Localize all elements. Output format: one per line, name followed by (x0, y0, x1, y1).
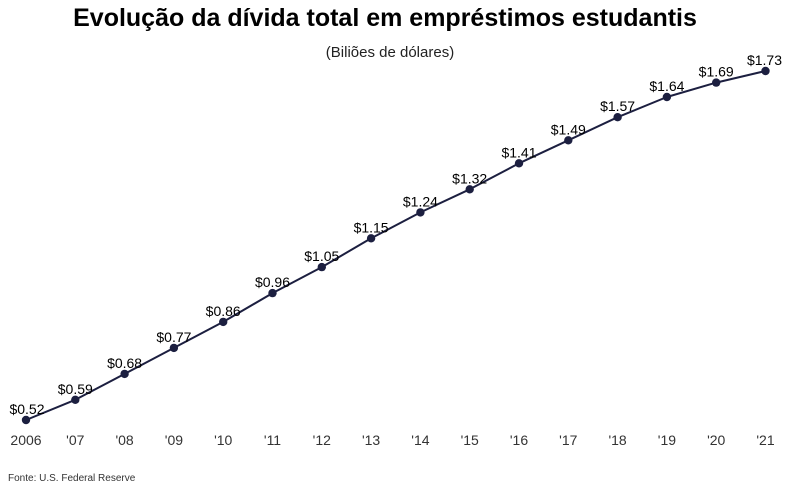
x-tick-label: '12 (313, 432, 331, 448)
data-label: $1.24 (403, 193, 438, 209)
x-tick-label: '07 (66, 432, 84, 448)
x-tick-label: 2006 (10, 432, 41, 448)
x-tick-label: '14 (411, 432, 429, 448)
x-tick-label: '18 (608, 432, 626, 448)
x-tick-label: '19 (658, 432, 676, 448)
x-tick-label: '11 (264, 432, 281, 448)
chart-title: Evolução da dívida total em empréstimos … (73, 4, 697, 32)
data-point (366, 234, 376, 243)
data-point (21, 415, 31, 425)
data-label: $0.52 (9, 401, 44, 417)
x-tick-label: '15 (461, 432, 479, 448)
data-label: $1.57 (600, 98, 635, 114)
data-label: $1.32 (452, 170, 487, 186)
data-point (71, 395, 80, 404)
data-label: $1.15 (354, 219, 389, 235)
data-point (564, 136, 573, 145)
data-label: $0.77 (156, 329, 191, 345)
data-point (317, 262, 326, 272)
x-tick-label: '20 (707, 432, 725, 448)
data-label: $1.64 (649, 78, 684, 94)
data-point (465, 185, 474, 194)
data-point (416, 208, 425, 217)
data-point (761, 66, 770, 76)
source-note: Fonte: U.S. Federal Reserve (8, 473, 136, 484)
data-label: $1.69 (699, 64, 734, 80)
data-point (120, 369, 129, 379)
data-point (219, 317, 228, 327)
data-point (662, 92, 672, 102)
data-point (613, 113, 622, 122)
x-tick-label: '21 (756, 432, 774, 448)
data-label: $0.86 (206, 303, 241, 319)
data-label: $0.59 (58, 381, 93, 397)
x-tick-label: '16 (510, 432, 528, 448)
x-tick-label: '13 (362, 432, 380, 448)
x-tick-label: '10 (214, 432, 232, 448)
x-tick-label: '09 (165, 432, 183, 448)
data-label: $1.49 (551, 121, 586, 137)
data-label: $1.05 (304, 248, 339, 264)
data-label: $1.41 (501, 144, 536, 160)
data-point (268, 288, 277, 298)
data-label: $0.68 (107, 355, 142, 371)
data-label: $1.73 (747, 52, 782, 68)
chart-subtitle: (Biliões de dólares) (325, 44, 455, 61)
x-tick-label: '17 (559, 432, 577, 448)
data-point (514, 159, 524, 168)
series-line (25, 70, 766, 421)
data-label: $0.96 (255, 274, 290, 290)
data-point (169, 343, 179, 353)
data-point (712, 78, 721, 87)
x-tick-label: '08 (115, 432, 133, 448)
